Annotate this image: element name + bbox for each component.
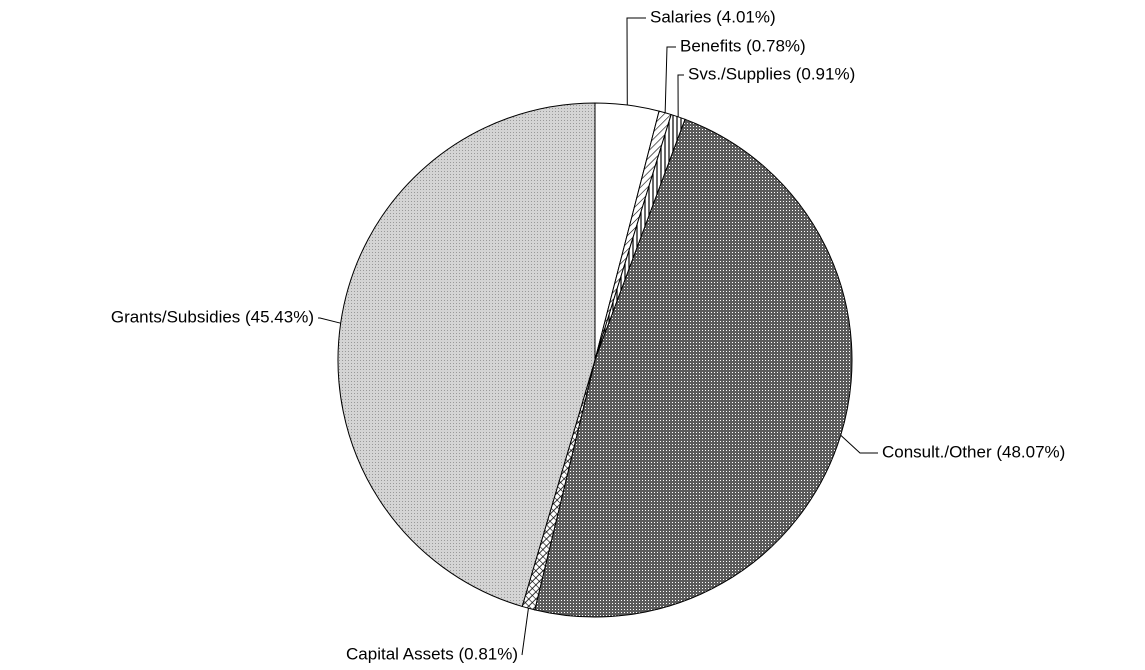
leader-line bbox=[318, 317, 341, 324]
data-label: Svs./Supplies (0.91%) bbox=[688, 64, 855, 83]
data-label: Benefits (0.78%) bbox=[680, 36, 806, 55]
pie-slice bbox=[534, 118, 853, 618]
leader-line bbox=[521, 608, 529, 656]
data-label: Consult./Other (48.07%) bbox=[882, 442, 1065, 461]
pie-slice bbox=[337, 102, 596, 608]
data-label: Capital Assets (0.81%) bbox=[346, 644, 518, 663]
data-label: Salaries (4.01%) bbox=[650, 7, 776, 26]
leader-line bbox=[626, 17, 646, 106]
leader-line bbox=[840, 434, 878, 454]
leader-line bbox=[664, 46, 676, 113]
leader-line bbox=[677, 74, 684, 117]
data-label: Grants/Subsidies (45.43%) bbox=[111, 307, 314, 326]
